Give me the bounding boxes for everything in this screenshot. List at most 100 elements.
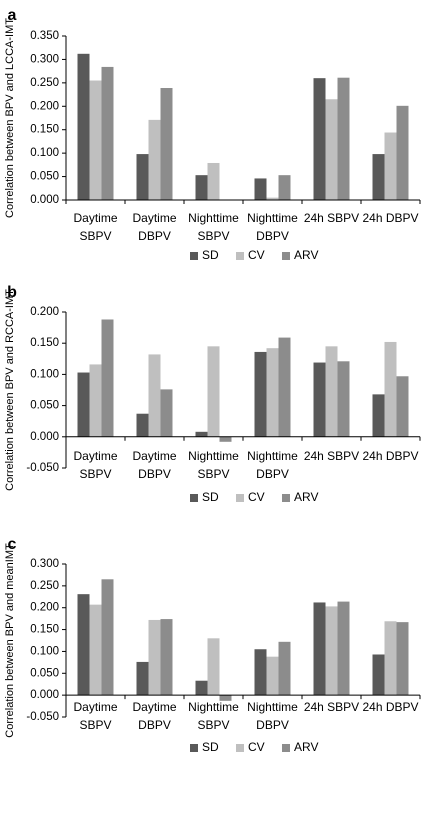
y-tick-label: 0.150 <box>30 624 59 636</box>
bar-arv <box>101 66 114 200</box>
bar-sd <box>372 394 385 437</box>
bar-arv <box>101 579 114 696</box>
x-tick-label: SBPV <box>197 229 229 243</box>
legend-swatch-sd <box>190 494 198 502</box>
bar-cv <box>325 346 338 437</box>
x-tick-label: Daytime <box>73 211 117 225</box>
bar-sd <box>195 175 208 200</box>
legend-swatch-arv <box>282 744 290 752</box>
x-tick-label: Daytime <box>132 700 176 714</box>
x-tick-label: Nighttime <box>188 211 239 225</box>
y-tick-label: 0.100 <box>30 147 59 159</box>
bar-sd <box>77 53 90 201</box>
panel-label: c <box>8 536 17 553</box>
x-tick-label: 24h DBPV <box>362 449 418 463</box>
bar-sd <box>77 594 90 696</box>
x-tick-label: Nighttime <box>247 700 298 714</box>
bar-sd <box>313 602 326 696</box>
bar-arv <box>337 601 350 696</box>
bar-sd <box>195 680 208 696</box>
x-tick-label: Nighttime <box>247 449 298 463</box>
x-tick-label: 24h DBPV <box>362 211 418 225</box>
bar-arv <box>278 175 291 200</box>
x-tick-label: DBPV <box>138 467 171 481</box>
y-axis-label: Correlation between BPV and meanIMT <box>4 543 16 738</box>
x-tick-label: DBPV <box>256 718 289 732</box>
bar-sd <box>254 351 267 437</box>
bar-sd <box>136 661 149 696</box>
y-tick-label: 0.250 <box>30 77 59 89</box>
legend-swatch-arv <box>282 252 290 260</box>
bar-cv <box>148 619 161 696</box>
legend-label-cv: CV <box>248 740 265 754</box>
y-tick-label: -0.050 <box>26 462 59 474</box>
y-tick-label: 0.000 <box>30 431 59 443</box>
legend-label-arv: ARV <box>294 248 318 262</box>
y-tick-label: 0.200 <box>30 306 59 318</box>
y-tick-label: 0.050 <box>30 171 59 183</box>
panel-label: b <box>7 284 17 301</box>
y-tick-label: 0.150 <box>30 337 59 349</box>
bar-arv <box>278 337 291 437</box>
y-tick-label: 0.300 <box>30 53 59 65</box>
bar-cv <box>207 638 220 696</box>
bar-arv <box>160 619 173 696</box>
legend-label-cv: CV <box>248 490 265 504</box>
bar-arv <box>337 77 350 200</box>
x-tick-label: 24h SBPV <box>304 449 359 463</box>
bar-arv <box>396 105 409 200</box>
bar-sd <box>372 154 385 200</box>
bar-sd <box>195 431 208 437</box>
x-tick-label: Nighttime <box>188 449 239 463</box>
bar-sd <box>136 413 149 437</box>
bar-arv <box>160 88 173 200</box>
bar-cv <box>148 119 161 200</box>
y-tick-label: 0.100 <box>30 368 59 380</box>
bar-arv <box>278 641 291 696</box>
legend-swatch-cv <box>236 494 244 502</box>
x-tick-label: Nighttime <box>247 211 298 225</box>
x-tick-label: Nighttime <box>188 700 239 714</box>
x-tick-label: SBPV <box>79 718 111 732</box>
bar-arv <box>396 622 409 696</box>
bar-cv <box>89 604 102 696</box>
bar-sd <box>254 649 267 696</box>
y-tick-label: 0.000 <box>30 689 59 701</box>
y-tick-label: 0.050 <box>30 667 59 679</box>
bar-arv <box>219 695 232 701</box>
bar-cv <box>384 132 397 200</box>
legend-label-cv: CV <box>248 248 265 262</box>
x-tick-label: SBPV <box>79 229 111 243</box>
bar-sd <box>313 362 326 437</box>
bar-sd <box>136 154 149 200</box>
y-tick-label: 0.250 <box>30 580 59 592</box>
x-tick-label: SBPV <box>79 467 111 481</box>
y-tick-label: 0.200 <box>30 100 59 112</box>
bar-sd <box>313 78 326 200</box>
x-tick-label: DBPV <box>256 467 289 481</box>
bar-arv <box>101 319 114 437</box>
x-tick-label: Daytime <box>73 449 117 463</box>
x-tick-label: SBPV <box>197 467 229 481</box>
y-axis-label: Correlation between BPV and RCCA-IMT <box>4 289 16 491</box>
x-tick-label: SBPV <box>197 718 229 732</box>
bar-cv <box>325 99 338 200</box>
x-tick-label: 24h SBPV <box>304 211 359 225</box>
y-tick-label: 0.350 <box>30 30 59 42</box>
y-tick-label: 0.150 <box>30 124 59 136</box>
y-tick-label: 0.050 <box>30 400 59 412</box>
bar-cv <box>325 606 338 696</box>
bar-arv <box>219 436 232 442</box>
bar-cv <box>207 162 220 200</box>
legend-swatch-cv <box>236 252 244 260</box>
x-tick-label: 24h DBPV <box>362 700 418 714</box>
panel-label: a <box>8 7 17 24</box>
bar-arv <box>160 389 173 437</box>
x-tick-label: Daytime <box>73 700 117 714</box>
bar-arv <box>396 376 409 437</box>
x-tick-label: DBPV <box>256 229 289 243</box>
legend-swatch-sd <box>190 252 198 260</box>
bar-cv <box>89 80 102 200</box>
legend-swatch-sd <box>190 744 198 752</box>
